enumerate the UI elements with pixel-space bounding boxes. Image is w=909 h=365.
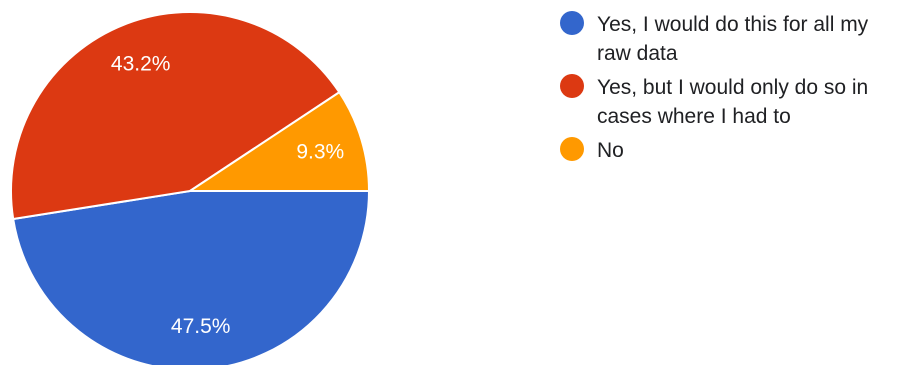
legend-item-only-when-required[interactable]: Yes, but I would only do so in cases whe… (560, 73, 905, 131)
legend-swatch-all-raw-data (560, 11, 584, 35)
pie-slice-all-raw-data[interactable] (12, 190, 370, 365)
legend-label-only-when-required: Yes, but I would only do so in cases whe… (597, 76, 869, 128)
pie-label-only-when-required: 43.2% (111, 53, 171, 76)
legend-label-no: No (597, 139, 624, 162)
legend: Yes, I would do this for all my raw data… (560, 10, 905, 170)
legend-label-all-raw-data: Yes, I would do this for all my raw data (597, 13, 869, 65)
pie-slice-no[interactable] (189, 91, 370, 192)
pie-label-no: 9.3% (296, 140, 344, 163)
legend-item-no[interactable]: No (560, 136, 905, 165)
legend-item-all-raw-data[interactable]: Yes, I would do this for all my raw data (560, 10, 905, 68)
legend-swatch-no (560, 137, 584, 161)
pie-label-all-raw-data: 47.5% (171, 315, 231, 338)
pie-slice-only-when-required[interactable] (10, 11, 341, 221)
legend-swatch-only-when-required (560, 74, 584, 98)
pie-chart-svg: 47.5% 43.2% 9.3% (10, 11, 370, 365)
